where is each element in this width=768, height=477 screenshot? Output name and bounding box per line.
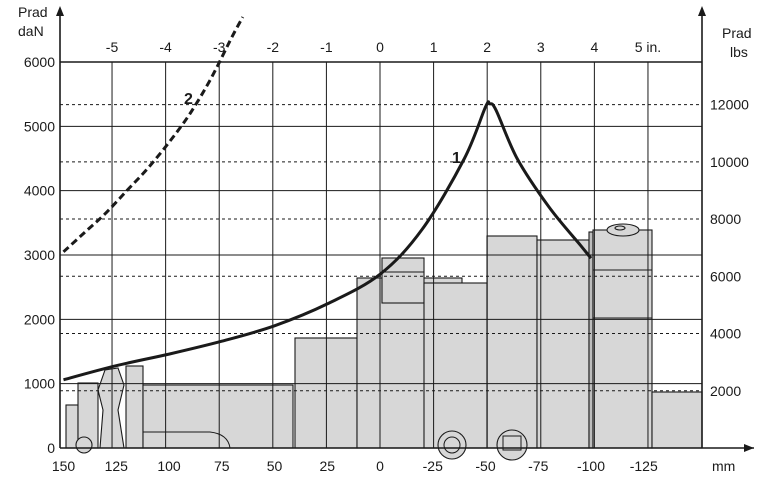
part-segment bbox=[651, 391, 703, 449]
x-axis-arrow bbox=[744, 444, 754, 452]
part-cap bbox=[614, 225, 626, 231]
y-right-tick-label: 6000 bbox=[710, 268, 741, 284]
x-bottom-tick-label: 125 bbox=[105, 458, 129, 474]
part-outline bbox=[143, 431, 231, 449]
y-right-tick-label: 4000 bbox=[710, 326, 741, 342]
component-cross-section bbox=[65, 223, 703, 461]
y-right-tick-label: 10000 bbox=[710, 154, 749, 170]
part-segment bbox=[592, 229, 653, 449]
y-left-tick-label: 2000 bbox=[24, 311, 55, 327]
y-right-label-line1: Prad bbox=[722, 25, 752, 41]
y-left-label-line2: daN bbox=[18, 23, 44, 39]
series-1-line bbox=[63, 100, 593, 382]
x-top-tick-label: 2 bbox=[483, 39, 491, 55]
x-top-tick-label: -3 bbox=[213, 39, 226, 55]
series-2-label: 2 bbox=[184, 91, 193, 108]
part-segment bbox=[381, 257, 425, 304]
y-right-tick-label: 12000 bbox=[710, 97, 749, 113]
x-top-tick-label: 1 bbox=[430, 39, 438, 55]
series-1-label: 1 bbox=[452, 150, 461, 167]
part-segment bbox=[97, 367, 125, 449]
series-layer bbox=[62, 16, 593, 382]
x-top-tick-label: -2 bbox=[267, 39, 280, 55]
part-segment bbox=[588, 231, 594, 449]
series-2-line bbox=[62, 16, 245, 253]
x-bottom-tick-label: -75 bbox=[528, 458, 548, 474]
x-top-tick-label: 0 bbox=[376, 39, 384, 55]
part-bolt bbox=[443, 436, 461, 454]
part-segment bbox=[536, 239, 590, 449]
x-top-tick-label: 4 bbox=[590, 39, 598, 55]
x-top-tick-label: -1 bbox=[320, 39, 333, 55]
part-bolt bbox=[75, 436, 93, 454]
x-bottom-tick-label: -125 bbox=[630, 458, 658, 474]
x-bottom-tick-label: 0 bbox=[376, 458, 384, 474]
y-right-tick-label: 2000 bbox=[710, 383, 741, 399]
tick-labels: 0100020003000400050006000200040006000800… bbox=[24, 39, 749, 474]
y-left-tick-label: 6000 bbox=[24, 54, 55, 70]
y-left-label-line1: Prad bbox=[18, 4, 48, 20]
x-top-tick-label: 5 in. bbox=[635, 39, 661, 55]
part-bolt bbox=[437, 430, 467, 460]
axes bbox=[56, 6, 754, 452]
x-bottom-tick-label: -50 bbox=[475, 458, 495, 474]
y-left-tick-label: 0 bbox=[47, 440, 55, 456]
x-bottom-tick-label: 50 bbox=[267, 458, 283, 474]
y-left-axis-arrow bbox=[56, 6, 64, 16]
x-top-tick-label: -4 bbox=[159, 39, 172, 55]
y-left-tick-label: 5000 bbox=[24, 118, 55, 134]
x-bottom-tick-label: -25 bbox=[423, 458, 443, 474]
y-left-tick-label: 4000 bbox=[24, 183, 55, 199]
part-bolt bbox=[496, 429, 528, 461]
y-right-label-line2: lbs bbox=[730, 44, 748, 60]
y-right-axis-arrow bbox=[698, 6, 706, 16]
y-left-tick-label: 3000 bbox=[24, 247, 55, 263]
x-bottom-tick-label: 100 bbox=[157, 458, 181, 474]
part-bolt bbox=[502, 435, 522, 451]
x-top-tick-label: -5 bbox=[106, 39, 119, 55]
x-bottom-tick-label: 25 bbox=[319, 458, 335, 474]
x-top-tick-label: 3 bbox=[537, 39, 545, 55]
x-bottom-tick-label: -100 bbox=[577, 458, 605, 474]
x-bottom-tick-label: 75 bbox=[214, 458, 230, 474]
y-right-tick-label: 8000 bbox=[710, 211, 741, 227]
part-segment bbox=[125, 365, 144, 449]
x-unit-label: mm bbox=[712, 458, 735, 474]
y-left-tick-label: 1000 bbox=[24, 376, 55, 392]
part-segment bbox=[486, 235, 538, 449]
x-bottom-tick-label: 150 bbox=[52, 458, 76, 474]
